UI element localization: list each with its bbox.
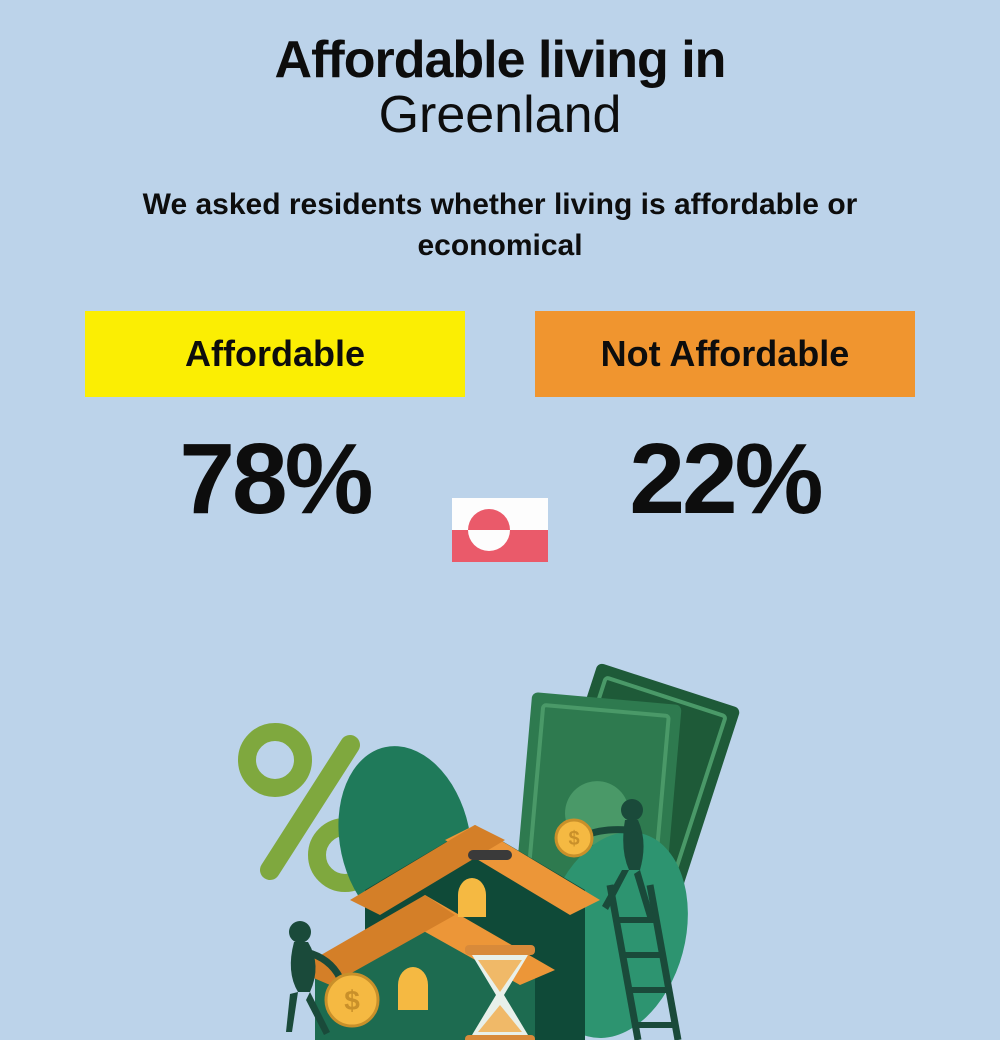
not-affordable-value: 22% [629, 422, 820, 537]
svg-text:$: $ [344, 985, 360, 1016]
affordable-value: 78% [179, 422, 370, 537]
svg-text:$: $ [568, 828, 579, 850]
affordable-label: Affordable [85, 311, 465, 397]
subtitle: We asked residents whether living is aff… [0, 185, 1000, 266]
not-affordable-label: Not Affordable [535, 311, 915, 397]
result-not-affordable: Not Affordable 22% [535, 311, 915, 537]
greenland-flag-icon [452, 498, 548, 562]
title-line2: Greenland [0, 85, 1000, 145]
title-line1: Affordable living in [0, 30, 1000, 90]
result-affordable: Affordable 78% [85, 311, 465, 537]
savings-house-illustration: $ $ [200, 640, 800, 1040]
infographic-container: Affordable living in Greenland We asked … [0, 0, 1000, 1000]
